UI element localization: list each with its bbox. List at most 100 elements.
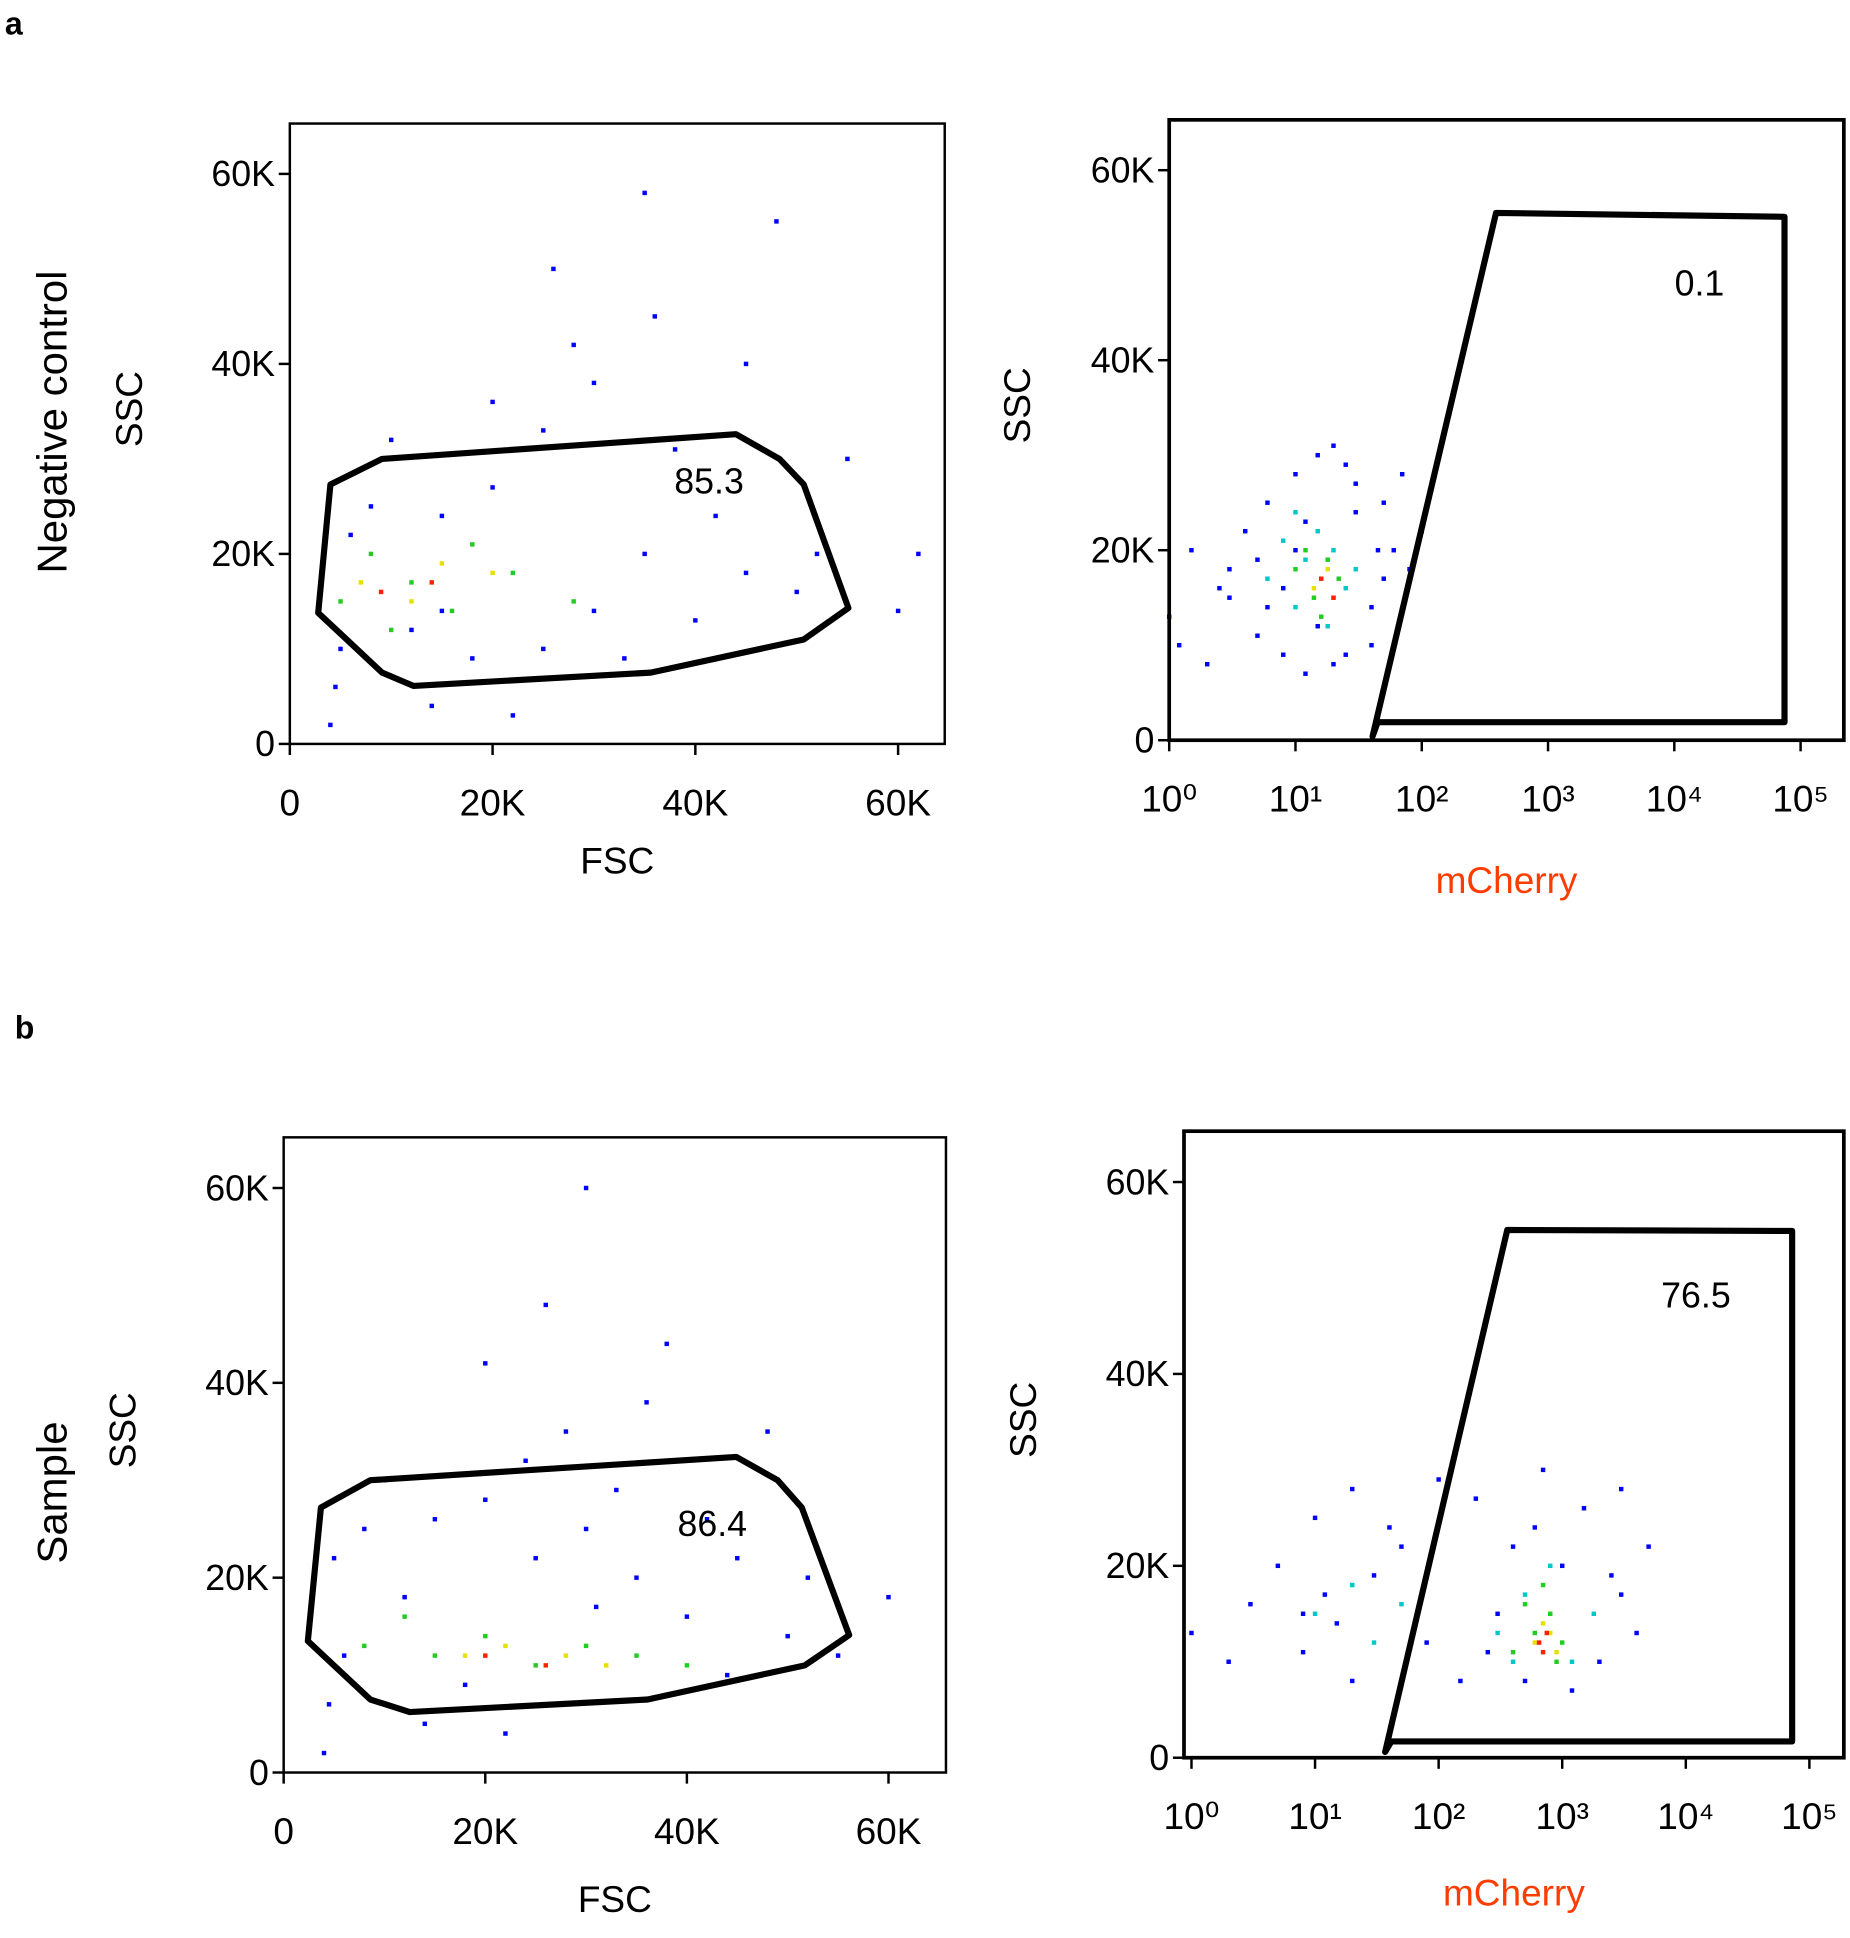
plot: 0 20K 40K 60K 0 20K 40K 60K FSC SSC 86.4 — [103, 1136, 948, 1920]
point — [1495, 1611, 1500, 1617]
point — [490, 399, 495, 405]
y-tick-label: 20K — [1091, 531, 1155, 571]
point — [1300, 1611, 1306, 1617]
point — [1371, 1640, 1377, 1645]
point — [1532, 1525, 1538, 1530]
point — [1227, 595, 1232, 600]
x-tick-label: 0 — [280, 782, 301, 823]
point — [642, 190, 647, 196]
point — [358, 580, 364, 585]
point — [895, 608, 901, 614]
y-tick-label: 60K — [205, 1168, 269, 1208]
point — [1336, 576, 1341, 581]
point — [338, 599, 343, 604]
point — [1353, 481, 1358, 486]
point — [483, 1653, 488, 1658]
point — [1375, 547, 1381, 553]
point — [1371, 1573, 1377, 1578]
point — [1387, 1525, 1392, 1530]
point — [533, 1663, 538, 1668]
y-tick-label: 0 — [1135, 721, 1155, 761]
point — [1540, 1621, 1546, 1626]
point — [1540, 1649, 1546, 1655]
point — [704, 1517, 710, 1522]
point — [483, 1633, 488, 1639]
point — [503, 1731, 508, 1736]
point — [1275, 1563, 1281, 1569]
point — [1369, 604, 1374, 610]
point — [1399, 1544, 1404, 1549]
point — [429, 580, 434, 585]
x-axis-label: FSC — [580, 840, 654, 881]
y-tick-label: 20K — [1106, 1546, 1170, 1586]
x-tick-label: 0 — [273, 1811, 294, 1852]
point — [886, 1594, 891, 1600]
point — [341, 1653, 347, 1658]
point — [331, 1555, 337, 1561]
point — [1510, 1544, 1516, 1549]
point — [774, 219, 779, 224]
point — [1399, 471, 1405, 477]
point — [1243, 528, 1248, 534]
gate — [315, 431, 852, 690]
y-tick-label: 0 — [249, 1753, 269, 1793]
point — [571, 599, 576, 604]
y-tick-label: 40K — [1091, 341, 1155, 381]
y-tick-label: 40K — [211, 344, 275, 384]
point — [1281, 585, 1286, 591]
point — [1436, 1477, 1441, 1482]
x-tick-label: 20K — [460, 782, 526, 823]
point — [409, 627, 414, 633]
point — [1319, 614, 1324, 619]
point — [1540, 1582, 1546, 1588]
point — [571, 342, 576, 348]
point — [1353, 509, 1358, 515]
x-tick-label: 10⁴ — [1646, 779, 1703, 820]
point — [1485, 1649, 1491, 1655]
gate — [304, 1453, 853, 1716]
point — [362, 1526, 367, 1532]
point — [328, 722, 333, 728]
point — [1255, 633, 1260, 638]
point — [1227, 566, 1232, 572]
y-tick-label: 60K — [1091, 151, 1155, 191]
y-tick-label: 20K — [205, 1558, 269, 1598]
point — [1343, 652, 1348, 657]
point — [1343, 585, 1348, 591]
x-axis-label: mCherry — [1436, 860, 1578, 901]
point — [368, 551, 374, 557]
panel-letter: b — [15, 1010, 35, 1046]
point — [693, 618, 698, 623]
point — [1325, 566, 1330, 572]
point — [1532, 1640, 1538, 1645]
point — [1510, 1659, 1516, 1664]
point — [1315, 452, 1320, 458]
point — [1522, 1601, 1528, 1607]
y-axis-label: SSC — [103, 1392, 144, 1468]
point — [1536, 1640, 1542, 1645]
point — [1424, 1640, 1429, 1645]
point — [1548, 1563, 1553, 1569]
point — [916, 551, 921, 557]
point — [541, 428, 546, 433]
plot-frame — [288, 122, 946, 746]
gate-label: 85.3 — [674, 461, 744, 501]
point — [432, 1517, 438, 1522]
point — [672, 447, 678, 452]
point — [684, 1614, 690, 1619]
point — [1315, 623, 1320, 629]
y-tick-label: 60K — [211, 154, 275, 194]
point — [483, 1361, 488, 1366]
y-tick-label: 0 — [255, 724, 275, 764]
plot-frame — [1182, 1129, 1846, 1760]
x-tick-label: 10⁰ — [1141, 779, 1197, 820]
point — [321, 1750, 327, 1756]
point — [614, 1487, 619, 1493]
x-tick-label: 10⁰ — [1163, 1796, 1219, 1837]
point — [1311, 595, 1317, 600]
point — [1300, 1649, 1306, 1655]
point — [634, 1575, 639, 1580]
plot: 0 20K 40K 60K 10⁰ 10¹ 10² 10³ 10⁴ 10⁵ mCherry SSC 0.… — [997, 117, 1846, 901]
point — [583, 1526, 589, 1532]
point — [1176, 642, 1182, 648]
